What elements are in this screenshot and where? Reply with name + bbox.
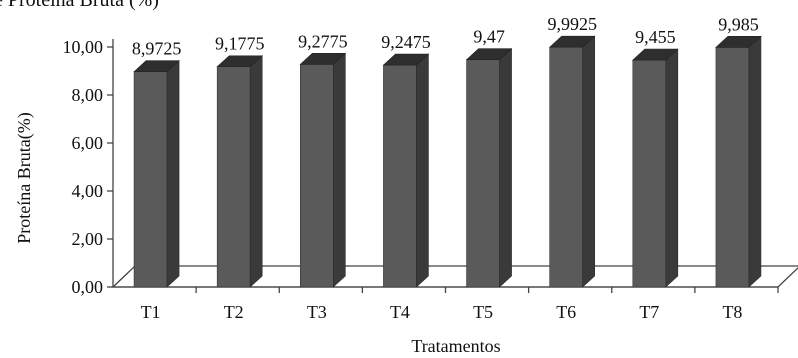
bar-T8 — [715, 35, 762, 288]
y-tick-label: 2,00 — [72, 229, 104, 249]
bar-value-label: 9,9925 — [547, 14, 597, 34]
bar-top — [632, 48, 679, 61]
x-tick-label: T2 — [224, 302, 244, 322]
bar-top — [133, 60, 180, 72]
x-tick-label: T8 — [722, 302, 742, 322]
bar-top — [465, 48, 513, 61]
bar-side — [333, 52, 346, 288]
bar-T1 — [133, 59, 180, 288]
y-tick-label: 6,00 — [72, 133, 104, 153]
bar-T2 — [216, 55, 263, 288]
bar-T5 — [465, 48, 513, 288]
bar-T3 — [299, 52, 347, 288]
x-tick-label: T5 — [473, 302, 493, 322]
y-tick-label: 4,00 — [72, 181, 104, 201]
bar-front — [715, 47, 750, 288]
bar-front — [632, 59, 667, 288]
bar-side — [416, 53, 429, 288]
bar-value-label: 9,2775 — [298, 31, 348, 51]
x-tick-label: T1 — [141, 302, 161, 322]
y-tick-label: 10,00 — [63, 37, 104, 57]
bar-T6 — [548, 35, 596, 288]
bar-T4 — [382, 53, 430, 288]
bar-top — [715, 36, 762, 48]
x-tick-label: T7 — [639, 302, 659, 322]
bar-front — [300, 64, 334, 288]
bar-side — [166, 59, 180, 288]
bar-top — [216, 55, 263, 68]
bar-front — [466, 59, 500, 288]
bar-value-label: 9,1775 — [215, 34, 265, 54]
y-tick-label: 0,00 — [72, 277, 104, 297]
bar-front — [549, 46, 583, 288]
bar-side — [748, 35, 762, 288]
y-axis-label: Proteína Bruta(%) — [14, 112, 35, 243]
x-tick-label: T3 — [307, 302, 327, 322]
chart-floor — [111, 265, 798, 288]
y-tick-label: 8,00 — [72, 85, 104, 105]
bar-value-label: 9,2475 — [381, 32, 431, 52]
bar-front — [133, 71, 168, 288]
bar-value-label: 8,9725 — [132, 39, 182, 59]
bar-top — [299, 53, 347, 65]
bar-side — [499, 48, 512, 288]
x-tick-label: T6 — [556, 302, 576, 322]
x-tick-label: T4 — [390, 302, 410, 322]
x-axis-label: Tratamentos — [411, 336, 500, 356]
bar-side — [249, 55, 263, 288]
bar-T7 — [632, 48, 679, 288]
chart-title: e Proteína Bruta (%) — [0, 0, 159, 11]
bar-value-label: 9,985 — [718, 14, 759, 34]
bar-value-label: 9,455 — [635, 27, 676, 47]
bar-front — [216, 66, 251, 288]
bar-side — [665, 48, 679, 288]
bar-top — [382, 53, 430, 66]
bar-side — [582, 35, 595, 288]
bar-top — [548, 35, 596, 48]
bar-value-label: 9,47 — [473, 27, 505, 47]
bar-front — [383, 64, 417, 288]
